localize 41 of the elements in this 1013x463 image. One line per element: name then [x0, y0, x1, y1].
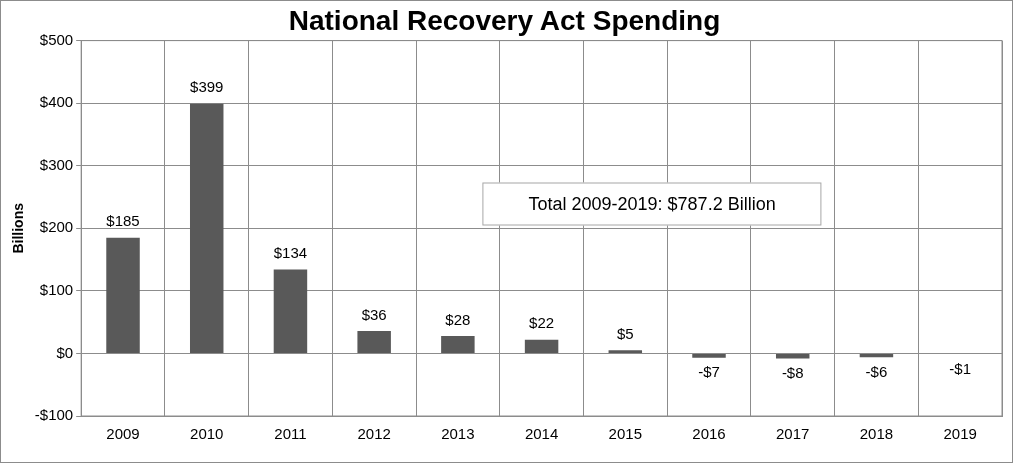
y-tick-label: $400 [39, 93, 74, 111]
x-tick-label: 2010 [190, 425, 224, 443]
y-axis-title: Billions [10, 202, 27, 254]
data-label: $36 [361, 305, 387, 323]
bar [692, 353, 726, 358]
data-label: -$6 [865, 362, 888, 380]
x-tick-label: 2019 [943, 425, 977, 443]
bar [189, 103, 224, 353]
bar [273, 269, 308, 353]
data-label: $399 [190, 78, 224, 96]
y-tick-label: $100 [39, 281, 74, 299]
data-label: $134 [273, 244, 308, 262]
bar [441, 335, 475, 353]
x-tick-label: 2013 [441, 425, 475, 443]
x-tick-label: 2018 [859, 425, 894, 443]
y-tick-label: $200 [39, 218, 74, 236]
data-label: $22 [529, 314, 555, 332]
chart-title: National Recovery Act Spending [288, 4, 721, 36]
x-tick-label: 2012 [357, 425, 391, 443]
x-tick-label: 2015 [608, 425, 642, 443]
bar [608, 350, 643, 353]
data-label: -$8 [781, 364, 804, 382]
data-label: -$1 [949, 359, 971, 377]
data-label: $28 [445, 310, 471, 328]
data-label: $5 [616, 324, 634, 342]
x-tick-label: 2016 [692, 425, 726, 443]
bar [357, 330, 391, 353]
bar [524, 339, 559, 353]
x-tick-label: 2014 [524, 425, 559, 443]
note-box: Total 2009-2019: $787.2 Billion [482, 182, 822, 226]
y-tick-label: $0 [56, 343, 74, 361]
x-tick-label: 2011 [274, 425, 307, 443]
x-tick-label: 2017 [776, 425, 810, 443]
bar [106, 237, 140, 353]
data-label: $185 [106, 212, 140, 230]
x-tick-label: 2009 [106, 425, 140, 443]
data-label: -$7 [698, 363, 720, 381]
y-tick-label: -$100 [34, 406, 74, 424]
y-tick-label: $300 [39, 155, 74, 173]
bar [859, 353, 894, 358]
y-tick-label: $500 [39, 30, 74, 48]
